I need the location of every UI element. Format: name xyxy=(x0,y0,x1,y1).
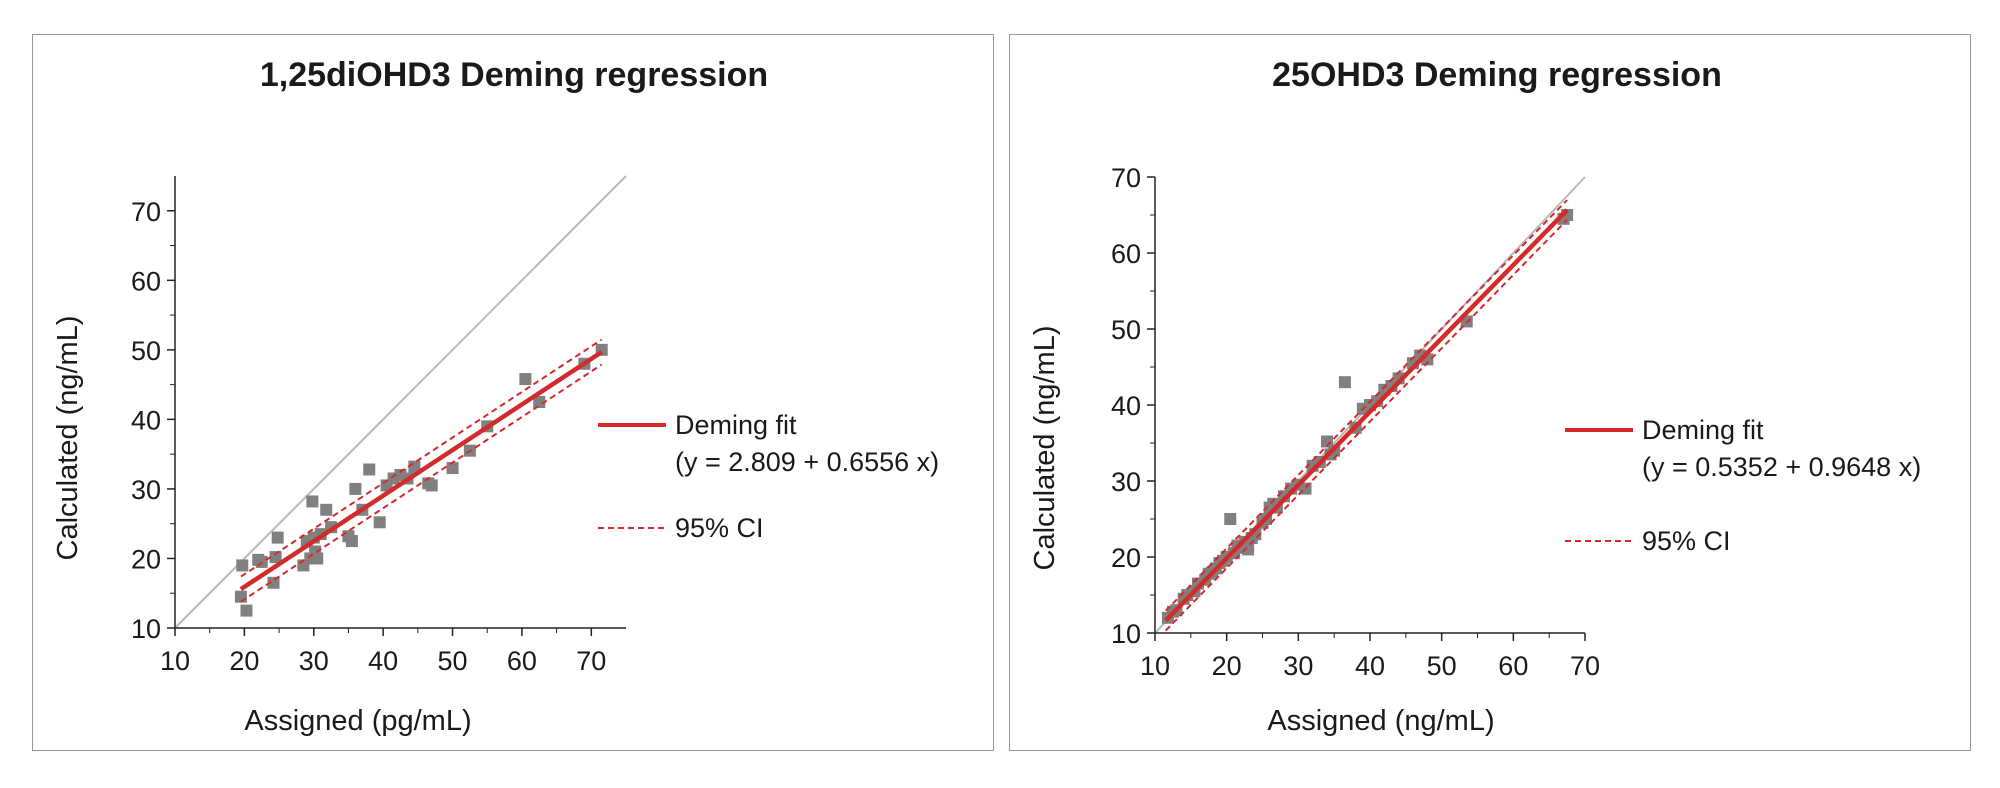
x-tick-label: 50 xyxy=(438,646,468,676)
y-tick-label: 10 xyxy=(1111,619,1141,649)
y-tick-label: 30 xyxy=(1111,467,1141,497)
x-tick-label: 70 xyxy=(1570,651,1600,681)
chart-1,25diOHD3: 1,25diOHD3 Deming regression Assigned (p… xyxy=(52,56,939,737)
y-tick-label: 60 xyxy=(131,266,161,296)
ci-upper-line xyxy=(240,338,603,578)
chart-title: 25OHD3 Deming regression xyxy=(1272,56,1722,94)
identity-line xyxy=(174,175,627,629)
y-tick-label: 50 xyxy=(1111,315,1141,345)
x-axis-label: Assigned (ng/mL) xyxy=(1267,705,1494,737)
data-point xyxy=(311,552,324,565)
x-tick-label: 20 xyxy=(229,646,259,676)
legend-fit-equation: (y = 2.809 + 0.6556 x) xyxy=(675,447,939,477)
chart-25OHD3: 25OHD3 Deming regression Assigned (ng/mL… xyxy=(1029,56,1921,737)
chart-title: 1,25diOHD3 Deming regression xyxy=(260,56,768,94)
data-point xyxy=(363,463,376,476)
data-point xyxy=(373,516,386,529)
x-tick-label: 30 xyxy=(299,646,329,676)
deming-fit-line xyxy=(239,350,603,591)
data-point xyxy=(425,479,438,492)
chart-panel-right: 25OHD3 Deming regression Assigned (ng/mL… xyxy=(1009,34,1971,751)
y-tick-label: 40 xyxy=(131,405,161,435)
chart-panel-left: 1,25diOHD3 Deming regression Assigned (p… xyxy=(32,34,994,751)
data-point xyxy=(267,576,280,589)
data-point xyxy=(271,531,284,544)
data-point xyxy=(306,495,319,508)
x-tick-label: 50 xyxy=(1427,651,1457,681)
x-tick-label: 20 xyxy=(1212,651,1242,681)
y-tick-label: 20 xyxy=(1111,543,1141,573)
y-tick-label: 10 xyxy=(131,614,161,644)
data-point xyxy=(1224,513,1237,525)
legend-fit-label: Deming fit xyxy=(675,410,797,440)
x-tick-label: 60 xyxy=(1498,651,1528,681)
y-tick-label: 70 xyxy=(131,197,161,227)
data-point xyxy=(1338,376,1351,389)
plot-area: 10 20 30 40 50 60 70 10 20 30 40 50 60 70 xyxy=(1111,163,1600,681)
x-tick-label: 40 xyxy=(1355,651,1385,681)
ci-lower-line xyxy=(240,363,603,603)
x-tick-label: 70 xyxy=(576,646,606,676)
deming-fit-line xyxy=(1164,208,1569,623)
data-point xyxy=(349,482,362,495)
x-tick-label: 40 xyxy=(368,646,398,676)
y-tick-label: 60 xyxy=(1111,239,1141,269)
x-axis-label: Assigned (pg/mL) xyxy=(244,705,471,737)
ci-upper-line xyxy=(1165,199,1568,612)
y-axis-label: Calculated (ng/mL) xyxy=(52,316,84,561)
y-tick-label: 40 xyxy=(1111,391,1141,421)
legend: Deming fit (y = 2.809 + 0.6556 x) 95% CI xyxy=(598,410,939,543)
y-axis-label: Calculated (ng/mL) xyxy=(1029,326,1061,571)
legend-ci-label: 95% CI xyxy=(1642,526,1731,556)
data-point xyxy=(269,551,282,564)
legend-fit-equation: (y = 0.5352 + 0.9648 x) xyxy=(1642,452,1921,482)
data-point xyxy=(1321,435,1333,448)
data-point xyxy=(236,559,249,572)
x-tick-label: 60 xyxy=(507,646,537,676)
data-point xyxy=(240,604,253,617)
y-tick-label: 30 xyxy=(131,475,161,505)
ci-lower-line xyxy=(1165,219,1568,632)
x-tick-label: 10 xyxy=(160,646,190,676)
data-point xyxy=(1242,543,1255,556)
y-tick-label: 50 xyxy=(131,336,161,366)
x-tick-label: 10 xyxy=(1140,651,1170,681)
legend-ci-label: 95% CI xyxy=(675,513,764,543)
y-tick-label: 70 xyxy=(1111,163,1141,193)
data-point xyxy=(533,396,546,408)
data-point xyxy=(345,535,358,548)
legend-fit-label: Deming fit xyxy=(1642,415,1764,445)
data-point xyxy=(320,503,333,516)
x-tick-label: 30 xyxy=(1283,651,1313,681)
plot-area: 10 20 30 40 50 60 70 10 20 30 40 50 60 70 xyxy=(131,175,627,676)
data-point xyxy=(519,373,532,386)
y-tick-label: 20 xyxy=(131,544,161,574)
legend: Deming fit (y = 0.5352 + 0.9648 x) 95% C… xyxy=(1565,415,1921,556)
data-point xyxy=(446,462,459,475)
